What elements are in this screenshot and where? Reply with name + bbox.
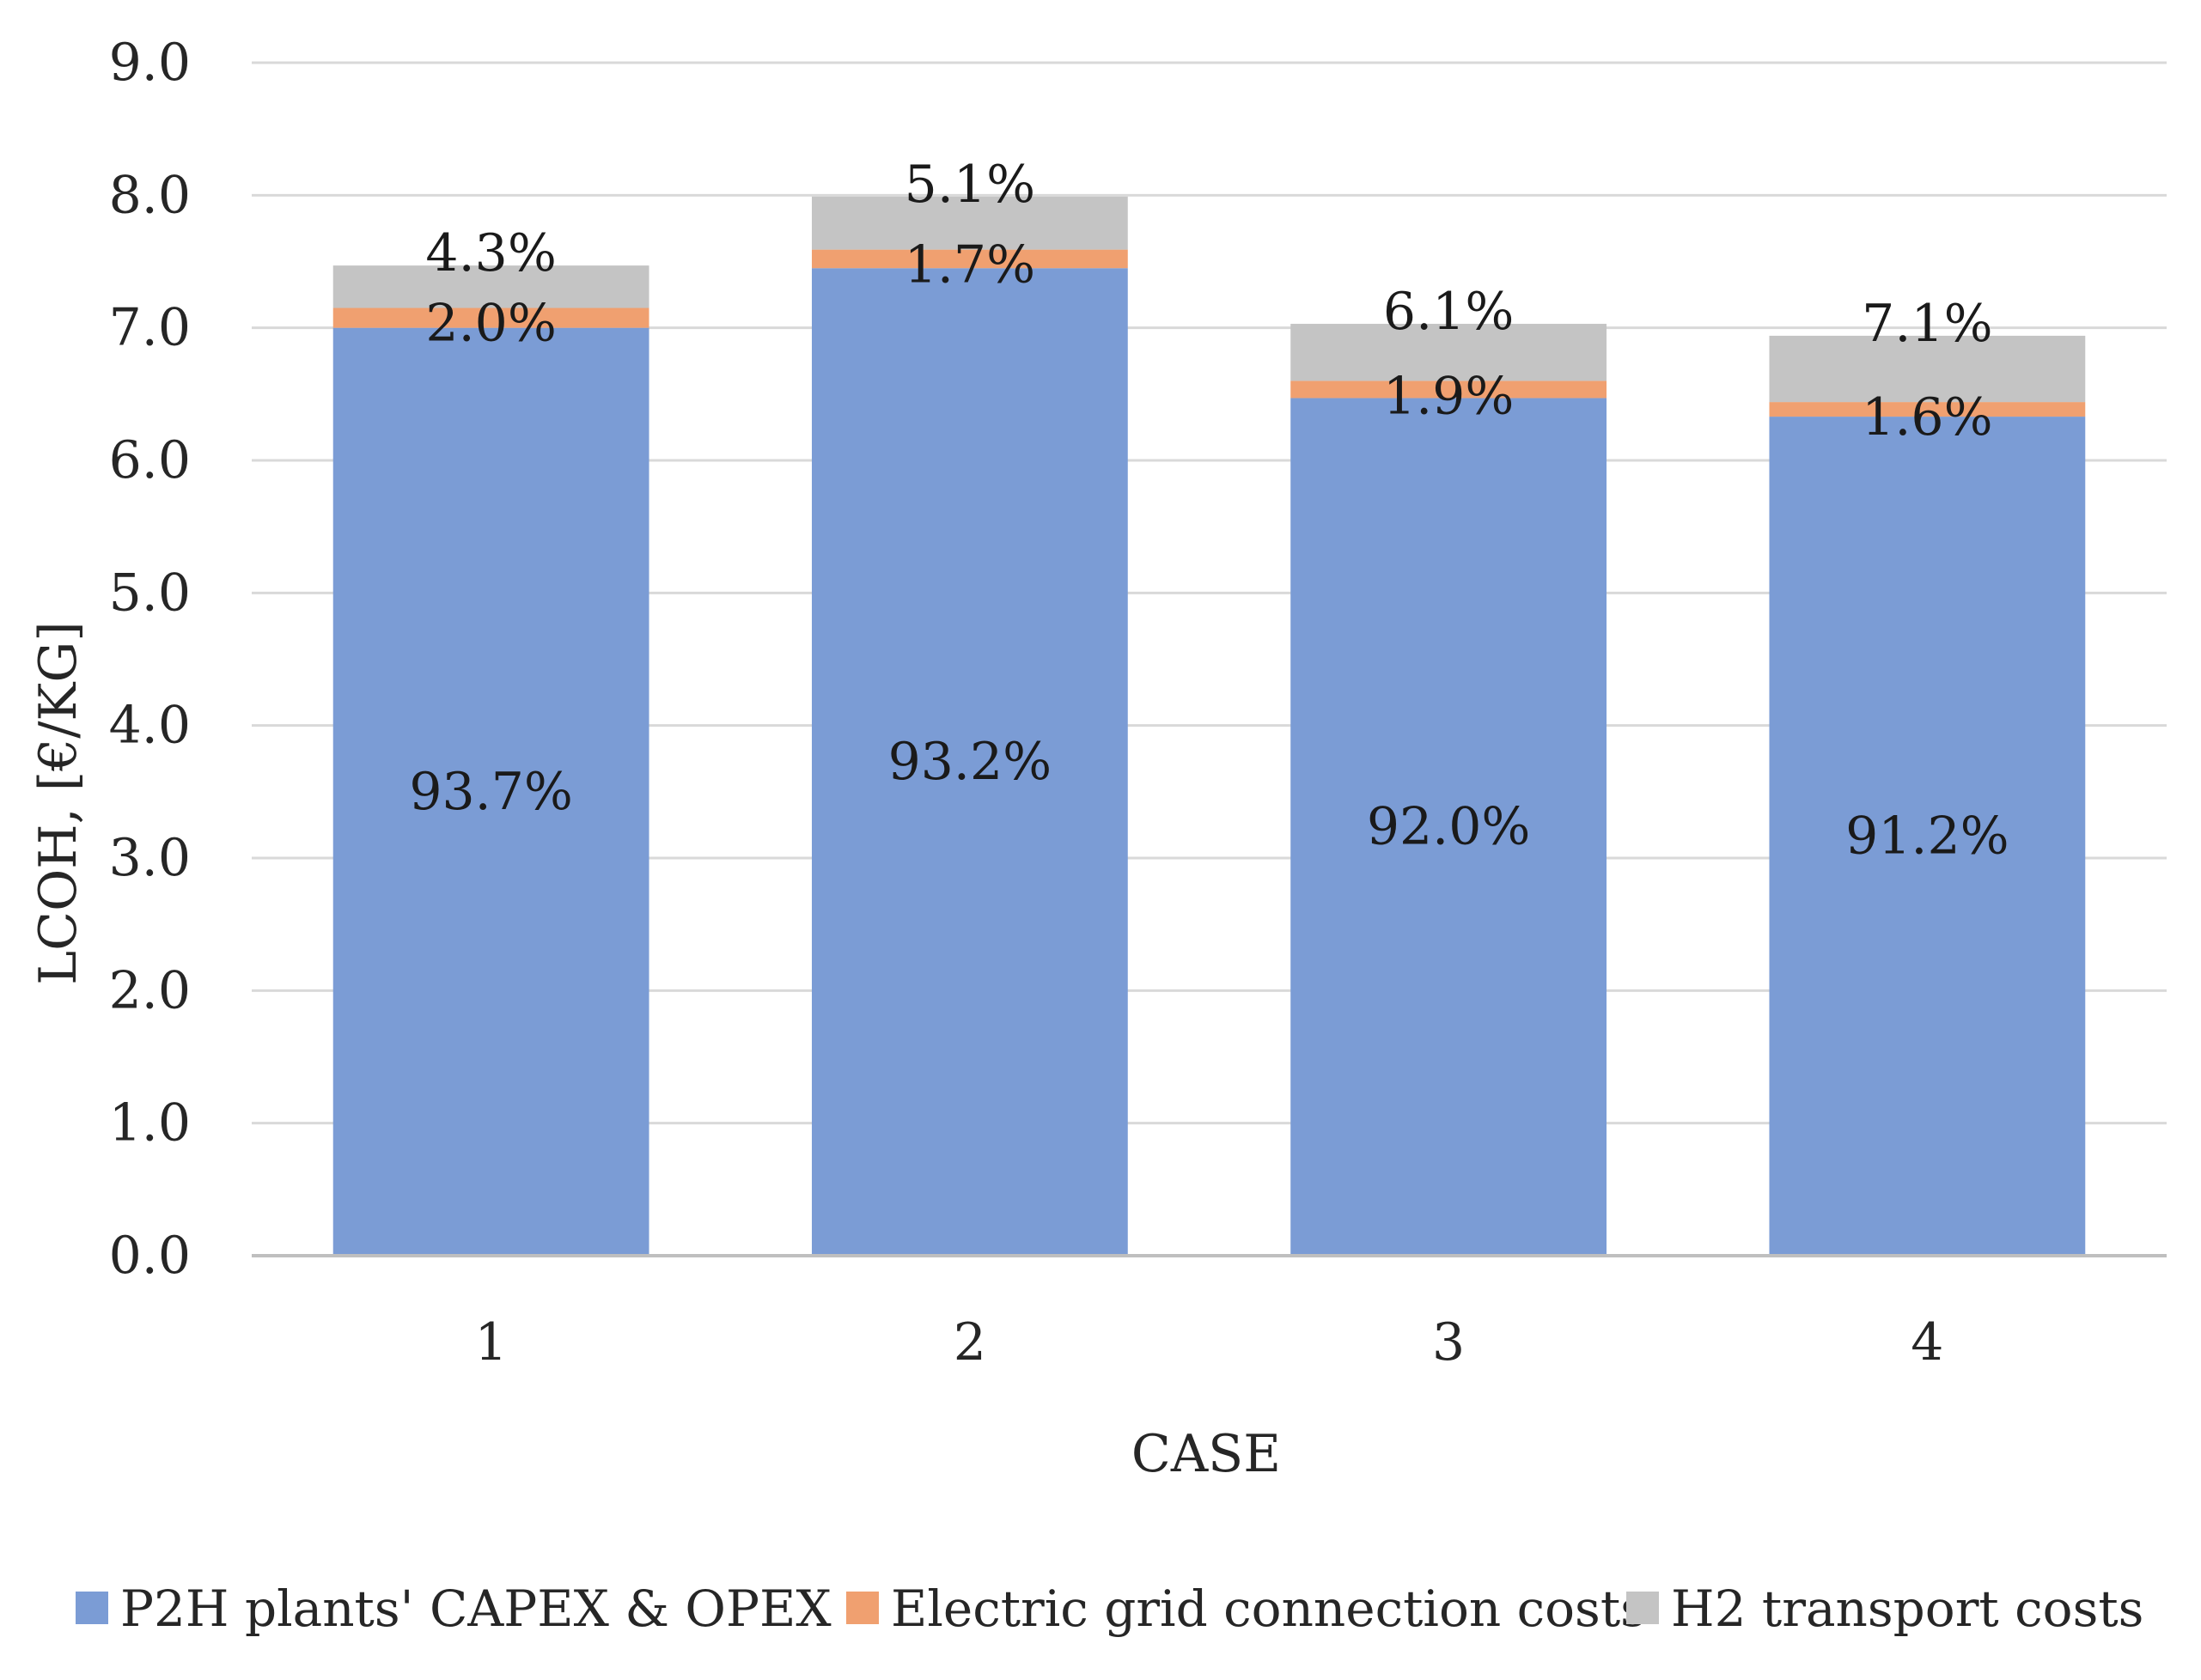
bar-segment (811, 249, 1128, 269)
y-tick-label: 7.0 (109, 298, 191, 358)
legend-label: Electric grid connection costs (891, 1580, 1646, 1638)
legend-label: H2 transport costs (1671, 1580, 2143, 1638)
data-label: 91.2% (1845, 807, 2009, 867)
data-label: 2.0% (425, 294, 556, 354)
data-label: 1.7% (905, 235, 1035, 295)
legend-swatch (1626, 1592, 1659, 1624)
bar-segment (332, 307, 649, 328)
data-label: 7.1% (1862, 294, 1992, 354)
y-tick-label: 1.0 (109, 1093, 191, 1153)
legend-swatch (846, 1592, 879, 1624)
legend: P2H plants' CAPEX & OPEX Electric grid co… (76, 1580, 2143, 1638)
y-tick-label: 5.0 (109, 563, 191, 623)
bar-segment (1290, 380, 1607, 399)
data-label: 92.0% (1367, 797, 1531, 857)
data-label: 93.2% (888, 732, 1052, 792)
bar-segment (332, 265, 649, 308)
bar-segment (1769, 335, 2086, 403)
axes: 0.0 1.0 2.0 3.0 4.0 5.0 6.0 7.0 8.0 9.0 1 2 3 4 (109, 33, 2167, 1373)
y-tick-label: 2.0 (109, 960, 191, 1020)
y-tick-label: 4.0 (109, 696, 191, 756)
y-tick-label: 6.0 (109, 430, 191, 490)
data-label: 93.7% (409, 762, 573, 822)
bar-segment (332, 327, 649, 1257)
x-tick-label: 3 (1432, 1312, 1465, 1373)
y-tick-label: 9.0 (109, 33, 191, 93)
bar-segment (811, 196, 1128, 250)
bar-segment (811, 268, 1128, 1256)
y-axis-title: LCOH, [€/KG] (28, 621, 88, 984)
y-tick-label: 0.0 (109, 1226, 191, 1286)
data-label: 4.3% (425, 223, 556, 283)
x-tick-label: 4 (1911, 1312, 1943, 1373)
bar-segment (1769, 402, 2086, 417)
legend-swatch (76, 1592, 108, 1624)
bar-segment (1290, 324, 1607, 381)
x-tick-label: 1 (475, 1312, 508, 1373)
x-tick-label: 2 (954, 1312, 986, 1373)
y-tick-label: 3.0 (109, 828, 191, 888)
bar-segment (1769, 417, 2086, 1256)
data-label: 1.9% (1383, 366, 1514, 426)
data-label: 6.1% (1383, 282, 1514, 342)
data-label: 1.6% (1862, 387, 1992, 447)
y-tick-label: 8.0 (109, 165, 191, 225)
data-labels: 93.7% 2.0% 4.3% 93.2% 1.7% 5.1% 92.0% 1.9% 6.1% 9… (409, 155, 2009, 867)
bars (332, 196, 2086, 1257)
x-axis-title: CASE (1131, 1424, 1281, 1484)
data-label: 5.1% (905, 155, 1035, 215)
legend-label: P2H plants' CAPEX & OPEX (120, 1580, 832, 1638)
bar-segment (1290, 398, 1607, 1256)
